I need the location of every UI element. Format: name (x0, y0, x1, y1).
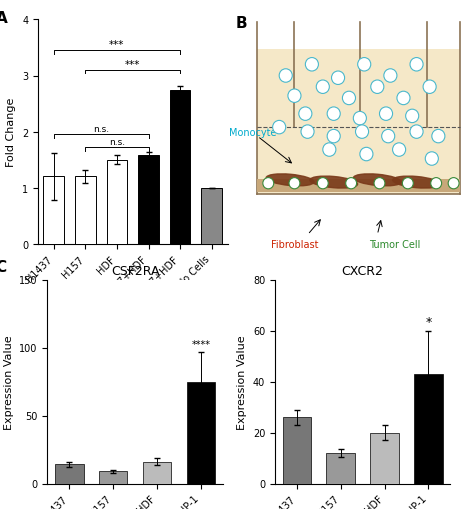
Bar (201, 188, 222, 244)
Circle shape (342, 92, 356, 105)
Circle shape (327, 130, 340, 144)
Circle shape (410, 126, 423, 139)
Bar (327, 453, 355, 484)
Circle shape (299, 108, 312, 121)
Bar (55, 465, 83, 484)
Bar (138, 156, 159, 244)
Circle shape (402, 178, 413, 189)
Bar (75, 177, 96, 244)
Circle shape (431, 178, 442, 189)
Circle shape (432, 130, 445, 144)
Circle shape (425, 153, 438, 166)
Y-axis label: Expression Value: Expression Value (4, 334, 14, 429)
Ellipse shape (266, 175, 314, 186)
Circle shape (392, 144, 406, 157)
Circle shape (289, 178, 300, 189)
Bar (370, 433, 399, 484)
Text: ***: *** (109, 40, 125, 50)
Circle shape (327, 108, 340, 121)
Circle shape (305, 59, 319, 72)
Circle shape (263, 178, 274, 189)
Text: B: B (236, 16, 247, 31)
Circle shape (358, 59, 371, 72)
Circle shape (316, 81, 329, 94)
Circle shape (397, 92, 410, 105)
Circle shape (288, 90, 301, 103)
Circle shape (346, 178, 356, 189)
Ellipse shape (354, 175, 401, 186)
Ellipse shape (310, 177, 357, 189)
Circle shape (323, 144, 336, 157)
Text: A: A (0, 11, 8, 26)
Text: Fibroblast: Fibroblast (271, 240, 318, 250)
Circle shape (279, 70, 292, 83)
Circle shape (410, 59, 423, 72)
Bar (143, 462, 171, 484)
Text: ****: **** (191, 339, 210, 349)
Bar (99, 471, 128, 484)
Circle shape (384, 70, 397, 83)
Circle shape (317, 178, 328, 189)
Text: n.s.: n.s. (109, 138, 125, 147)
Text: n.s.: n.s. (93, 125, 109, 134)
Bar (170, 91, 191, 244)
Bar (257, 49, 460, 195)
Circle shape (371, 81, 384, 94)
Circle shape (331, 72, 345, 86)
Bar (414, 374, 443, 484)
Title: CXCR2: CXCR2 (342, 264, 383, 277)
Text: Tumor Cell: Tumor Cell (369, 240, 420, 250)
Text: C: C (0, 260, 6, 274)
Circle shape (374, 178, 385, 189)
Circle shape (406, 110, 419, 123)
Bar (257, 179, 460, 193)
Circle shape (380, 108, 392, 121)
Bar (187, 382, 215, 484)
Circle shape (382, 130, 395, 144)
Y-axis label: Expression Value: Expression Value (237, 334, 247, 429)
Circle shape (360, 148, 373, 161)
Circle shape (448, 178, 459, 189)
Text: Monocyte: Monocyte (229, 127, 276, 137)
Text: *: * (425, 316, 431, 328)
Circle shape (353, 112, 366, 126)
Circle shape (301, 126, 314, 139)
Circle shape (273, 121, 286, 134)
Circle shape (356, 126, 369, 139)
Bar (107, 160, 127, 244)
Bar (283, 417, 311, 484)
Text: ***: *** (125, 60, 140, 70)
Title: CSF2RA: CSF2RA (111, 264, 159, 277)
Ellipse shape (392, 177, 440, 189)
Circle shape (423, 81, 436, 94)
Y-axis label: Fold Change: Fold Change (6, 98, 17, 167)
Bar (44, 177, 64, 244)
